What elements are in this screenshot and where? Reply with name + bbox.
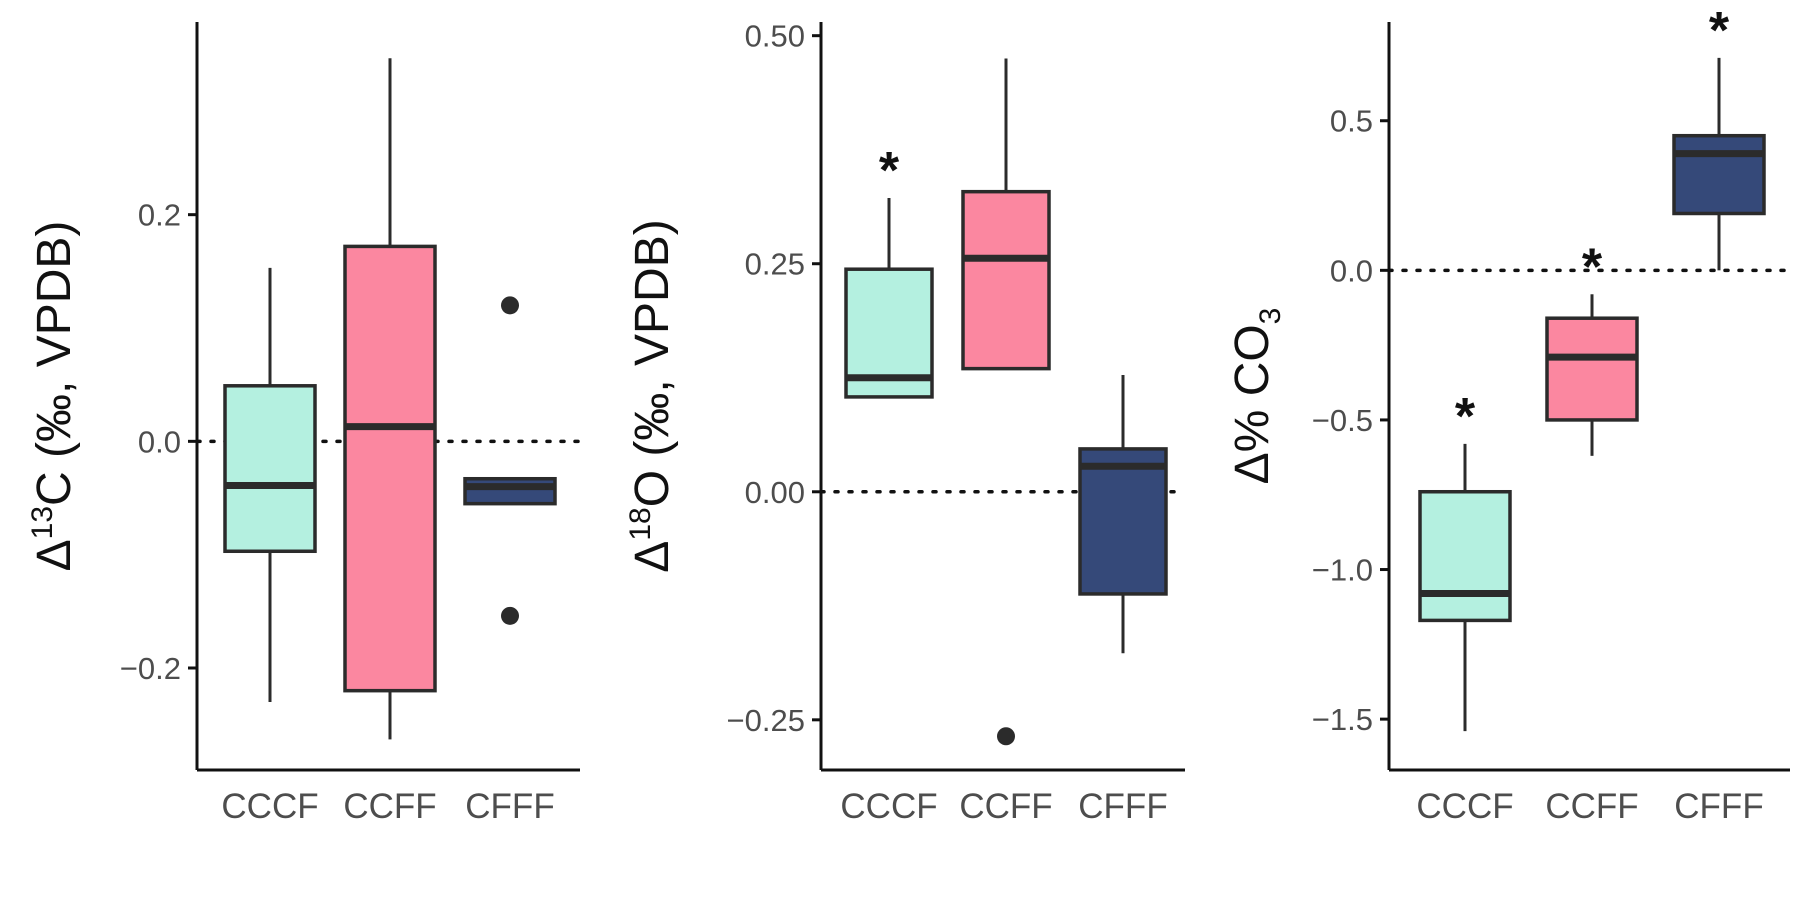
- box-cccf: [223, 267, 317, 702]
- outlier-point: [501, 296, 519, 315]
- box-iqr: [1672, 133, 1766, 216]
- y-axis-title: Δ13C (‰, VPDB): [26, 221, 81, 572]
- y-axis-title: Δ% CO3: [1226, 308, 1287, 485]
- panel-3: −1.5 −1.0 −0.5 0.0 0.5 * CCCF * CCFF * CFFF Δ% CO3: [1226, 2, 1792, 826]
- box-ccff: [961, 58, 1051, 746]
- panel-1: −0.2 0.0 0.2 CCCF CCFF CFFF Δ13C (‰, VPDB): [26, 22, 582, 826]
- x-category-label: CCCF: [840, 787, 937, 826]
- box-ccff: *: [1545, 238, 1639, 456]
- y-tick-label: 0.50: [745, 19, 805, 54]
- y-tick-label: 0.5: [1330, 104, 1373, 139]
- y-tick-label: 0.25: [745, 247, 805, 282]
- y-tick-label: 0.0: [1330, 253, 1373, 288]
- y-tick-label: −0.2: [120, 651, 181, 686]
- box-cfff: [463, 296, 557, 625]
- x-category-label: CCFF: [1545, 787, 1638, 826]
- box-iqr: [223, 384, 317, 554]
- y-tick-label: −1.0: [1312, 553, 1373, 588]
- x-category-label: CCFF: [343, 787, 436, 826]
- significance-star: *: [1582, 238, 1603, 296]
- y-tick-label: 0.00: [745, 475, 805, 510]
- box-cfff: [1078, 375, 1168, 654]
- y-tick-label: −0.5: [1312, 403, 1373, 438]
- box-cccf: *: [1418, 388, 1512, 732]
- significance-star: *: [1455, 388, 1476, 446]
- x-category-label: CCCF: [1416, 787, 1513, 826]
- box-iqr: [961, 189, 1051, 371]
- box-cccf: *: [844, 142, 934, 399]
- y-axis-title: Δ18O (‰, VPDB): [624, 219, 679, 572]
- panel-2: −0.25 0.00 0.25 0.50 * CCCF CCFF CFFF Δ18O (‰, V…: [624, 19, 1187, 826]
- y-tick-label: 0.2: [138, 198, 181, 233]
- significance-star: *: [879, 142, 900, 200]
- x-category-label: CCCF: [221, 787, 318, 826]
- box-iqr: [343, 244, 437, 693]
- x-category-label: CFFF: [1674, 787, 1763, 826]
- box-cfff: *: [1672, 2, 1766, 271]
- x-category-label: CCFF: [959, 787, 1052, 826]
- x-category-label: CFFF: [1078, 787, 1167, 826]
- significance-star: *: [1709, 2, 1730, 60]
- box-iqr: [463, 476, 557, 506]
- y-tick-label: −1.5: [1312, 702, 1373, 737]
- box-ccff: [343, 58, 437, 740]
- box-iqr: [1418, 489, 1512, 623]
- x-category-label: CFFF: [465, 787, 554, 826]
- box-iqr: [1078, 447, 1168, 596]
- y-tick-label: −0.25: [727, 703, 805, 738]
- outlier-point: [501, 606, 519, 625]
- outlier-point: [997, 727, 1015, 746]
- y-tick-label: 0.0: [138, 424, 181, 459]
- box-iqr: [1545, 316, 1639, 422]
